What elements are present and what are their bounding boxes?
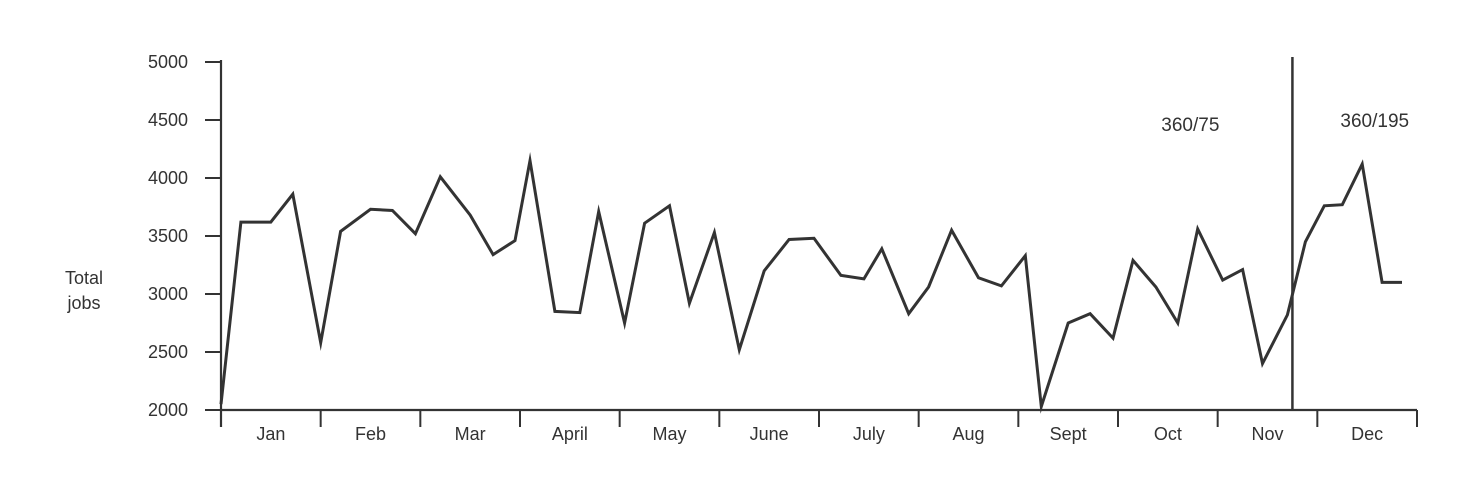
x-month-label: Nov <box>1251 424 1283 444</box>
x-month-label: Mar <box>455 424 486 444</box>
annotation-layer: 360/75 360/195 <box>1161 57 1409 410</box>
series-line <box>219 151 1402 414</box>
x-month-label: Feb <box>355 424 386 444</box>
y-tick-label: 3500 <box>148 226 188 246</box>
annotation-right: 360/195 <box>1340 111 1409 132</box>
x-month-label: Dec <box>1351 424 1383 444</box>
y-tick-label: 2000 <box>148 400 188 420</box>
x-axis: Jan Feb Mar April May June July Aug Sept Oct Nov De… <box>220 408 1418 444</box>
y-axis-title-line: jobs <box>66 293 100 313</box>
y-tick-label: 5000 <box>148 52 188 72</box>
x-month-label: April <box>552 424 588 444</box>
x-month-label: June <box>750 424 789 444</box>
y-tick-label: 2500 <box>148 342 188 362</box>
series-layer <box>219 151 1402 414</box>
x-month-label: Sept <box>1050 424 1087 444</box>
y-axis-title-line: Total <box>65 268 103 288</box>
y-tick-label: 3000 <box>148 284 188 304</box>
x-month-label: Aug <box>952 424 984 444</box>
y-axis: 2000 2500 3000 3500 4000 4500 5000 Total jobs <box>65 52 223 427</box>
y-tick-label: 4000 <box>148 168 188 188</box>
x-month-label: May <box>652 424 686 444</box>
x-month-label: Jan <box>256 424 285 444</box>
y-tick-label: 4500 <box>148 110 188 130</box>
x-month-label: Oct <box>1154 424 1182 444</box>
annotation-left: 360/75 <box>1161 115 1219 136</box>
x-month-label: July <box>853 424 885 444</box>
